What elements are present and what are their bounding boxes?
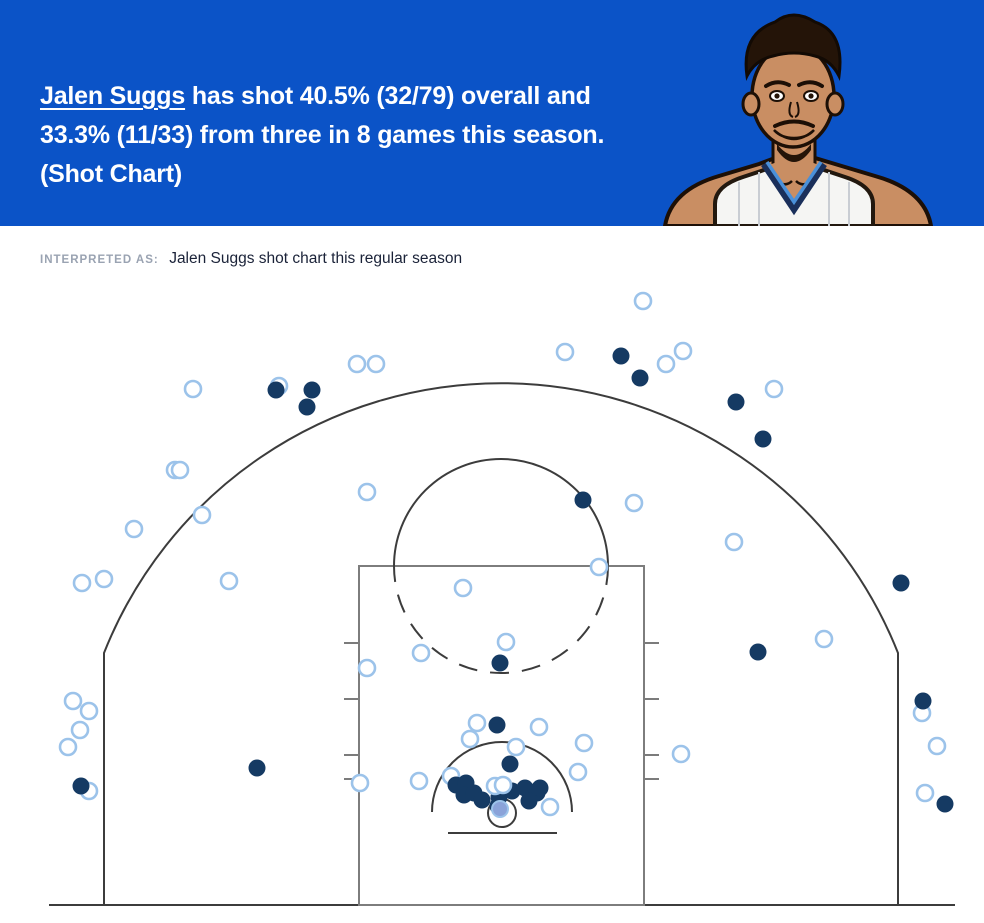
player-avatar-illustration [662,13,934,226]
shot-marker-missed [70,720,90,740]
shot-marker-made [754,430,772,448]
shot-marker-missed [347,354,367,374]
shot-marker-missed [814,629,834,649]
shot-marker-missed [94,569,114,589]
shot-marker-made [488,716,506,734]
shot-marker-overlap [491,800,509,818]
shot-marker-made [520,792,538,810]
shot-marker-missed [671,744,691,764]
shot-marker-missed [633,291,653,311]
shot-marker-made [298,398,316,416]
free-throw-circle-bottom [393,565,609,674]
shot-marker-missed [915,783,935,803]
shot-marker-made [248,759,266,777]
shot-marker-missed [357,658,377,678]
shot-marker-missed [63,691,83,711]
shot-marker-made [892,574,910,592]
shot-marker-missed [724,532,744,552]
shot-marker-missed [453,578,473,598]
shot-marker-made [936,795,954,813]
shot-marker-made [749,643,767,661]
shot-marker-missed [366,354,386,374]
shot-marker-missed [589,557,609,577]
shot-marker-missed [409,771,429,791]
shot-marker-missed [764,379,784,399]
player-avatar [662,4,978,226]
shot-marker-missed [72,573,92,593]
free-throw-lane [358,565,645,906]
interpreted-value: Jalen Suggs shot chart this regular seas… [169,250,463,267]
shot-marker-made [531,779,549,797]
answer-statement: has shot 40.5% (32/79) overall and 33.3%… [40,82,605,188]
shot-marker-missed [493,775,513,795]
shot-marker-missed [357,482,377,502]
shot-marker-made [491,654,509,672]
shot-marker-made [72,777,90,795]
player-link[interactable]: Jalen Suggs [40,82,186,110]
shot-marker-missed [656,354,676,374]
shot-marker-missed [673,341,693,361]
shot-marker-made [303,381,321,399]
shot-marker-made [473,791,491,809]
shot-marker-made [727,393,745,411]
shot-marker-missed [411,643,431,663]
shot-marker-missed [574,733,594,753]
shot-markers [58,291,954,818]
three-point-line [103,382,899,905]
shot-marker-made [631,369,649,387]
shot-marker-missed [624,493,644,513]
shot-chart [0,280,984,918]
shot-marker-missed [219,571,239,591]
shot-marker-made [574,491,592,509]
shot-marker-made [267,381,285,399]
shot-marker-missed [927,736,947,756]
shot-marker-missed [540,797,560,817]
shot-marker-missed [124,519,144,539]
shot-marker-missed [555,342,575,362]
answer-text: Jalen Suggs has shot 40.5% (32/79) overa… [40,77,650,194]
shot-marker-missed [192,505,212,525]
shot-marker-missed [79,701,99,721]
shot-marker-missed [58,737,78,757]
shot-marker-missed [506,737,526,757]
shot-marker-missed [467,713,487,733]
shot-marker-missed [350,773,370,793]
interpreted-label: INTERPRETED AS: [40,254,159,266]
shot-marker-missed [529,717,549,737]
shot-marker-missed [460,729,480,749]
halfcourt-diagram [49,291,955,906]
shot-marker-made [501,755,519,773]
shot-marker-missed [568,762,588,782]
answer-header: Jalen Suggs has shot 40.5% (32/79) overa… [0,0,984,226]
shot-marker-missed [183,379,203,399]
restricted-area-arc [431,741,573,813]
shot-marker-missed [170,460,190,480]
free-throw-circle-top [393,458,609,567]
shot-marker-made [612,347,630,365]
shot-marker-made [914,692,932,710]
interpreted-bar: INTERPRETED AS: Jalen Suggs shot chart t… [0,226,984,268]
shot-marker-missed [496,632,516,652]
